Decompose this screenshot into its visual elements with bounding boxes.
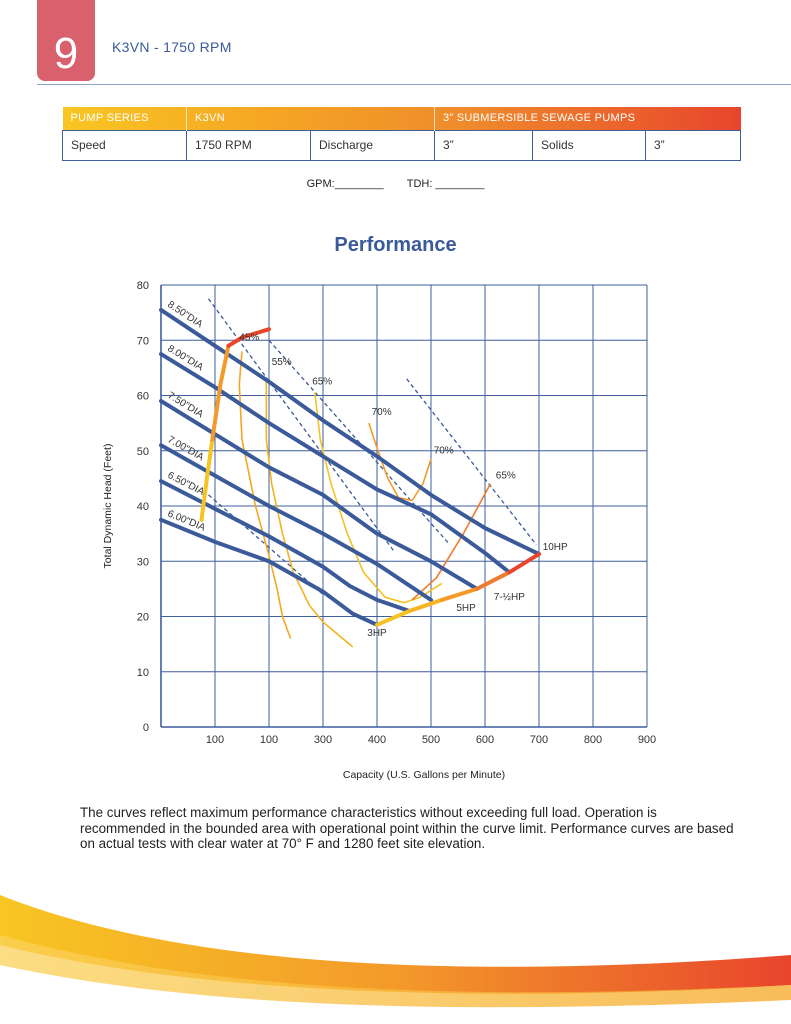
- efficiency-label: 70%: [372, 407, 392, 418]
- pump-series-label: PUMP SERIES: [70, 112, 149, 125]
- page-number: 9: [53, 29, 79, 78]
- x-tick-label: 900: [638, 734, 656, 746]
- x-tick-label: 700: [530, 734, 548, 746]
- hp-line-segment: [375, 608, 412, 627]
- hp-label: 10HP: [543, 542, 568, 553]
- efficiency-label: 65%: [496, 470, 516, 481]
- gpm-tdh-blanks: GPM:________ TDH: ________: [0, 178, 791, 190]
- y-tick-label: 70: [137, 335, 149, 347]
- hp-label: 5HP: [456, 603, 476, 614]
- x-tick-label: 100: [206, 734, 224, 746]
- x-tick-label: 100: [260, 734, 278, 746]
- bep-dashed-line: [207, 298, 394, 551]
- impeller-curve: [159, 517, 379, 627]
- y-tick-label: 40: [137, 501, 149, 513]
- decorative-swoosh: [0, 895, 791, 1008]
- discharge-value: 3”: [434, 129, 533, 161]
- document-title: K3VN - 1750 RPM: [112, 39, 232, 55]
- speed-label: Speed: [62, 129, 187, 161]
- x-tick-label: 600: [476, 734, 494, 746]
- impeller-curve: [159, 352, 512, 575]
- y-tick-label: 10: [137, 667, 149, 679]
- hp-limit-segment: [199, 476, 209, 522]
- efficiency-label: 45%: [239, 332, 259, 343]
- discharge-label: Discharge: [310, 129, 435, 161]
- y-tick-label: 30: [137, 556, 149, 568]
- spec-header-row: PUMP SERIES K3VN 3” SUBMERSIBLE SEWAGE P…: [62, 107, 741, 130]
- tdh-blank: TDH: ________: [406, 178, 485, 190]
- efficiency-label: 70%: [434, 446, 454, 457]
- swoosh-band-light: [0, 935, 791, 1008]
- bep-dashed-line: [208, 494, 324, 595]
- y-tick-label: 80: [137, 280, 149, 292]
- swoosh-band-main: [0, 895, 791, 994]
- hp-limit-segment: [210, 382, 223, 442]
- spec-table: PUMP SERIES K3VN 3” SUBMERSIBLE SEWAGE P…: [62, 107, 742, 161]
- solids-label: Solids: [532, 129, 646, 161]
- hp-limit-segment: [218, 343, 231, 387]
- efficiency-curve: [411, 483, 492, 601]
- y-tick-label: 50: [137, 446, 149, 458]
- pump-description: 3” SUBMERSIBLE SEWAGE PUMPS: [433, 107, 741, 130]
- spec-data-row: Speed 1750 RPM Discharge 3” Solids 3”: [62, 129, 742, 161]
- pump-series-value: K3VN: [186, 107, 435, 130]
- page-number-badge: 9: [37, 0, 95, 81]
- x-axis-title: Capacity (U.S. Gallons per Minute): [343, 769, 505, 781]
- efficiency-curve: [265, 381, 354, 648]
- hp-line-segment: [439, 586, 479, 602]
- hp-limit-segment: [226, 335, 244, 348]
- performance-caption: The curves reflect maximum performance c…: [80, 805, 734, 851]
- efficiency-curve: [314, 392, 443, 604]
- hp-limit-segment: [240, 327, 271, 340]
- efficiency-label: 65%: [312, 376, 332, 387]
- header-divider: [37, 84, 791, 85]
- efficiency-label: 55%: [272, 357, 292, 368]
- y-axis-title: Total Dynamic Head (Feet): [102, 444, 114, 569]
- hp-line-segment: [474, 570, 512, 591]
- chart-title: Performance: [334, 234, 457, 256]
- hp-label: 7-½HP: [494, 592, 525, 603]
- impeller-curve: [159, 479, 412, 613]
- performance-chart: 100 100 300 400 500 600 700 800 900 0 10 20 30 40 50 60…: [102, 280, 656, 781]
- hp-limit-segment: [204, 437, 215, 481]
- impeller-curve: [159, 307, 541, 557]
- hp-label: 3HP: [367, 628, 387, 639]
- x-tick-label: 300: [314, 734, 332, 746]
- hp-line-segment: [507, 552, 541, 575]
- y-tick-label: 60: [137, 391, 149, 403]
- gpm-blank: GPM:________: [306, 178, 384, 190]
- speed-value: 1750 RPM: [186, 129, 311, 161]
- hp-line-segment: [407, 597, 444, 613]
- bep-dashed-line: [406, 378, 537, 546]
- x-tick-label: 500: [422, 734, 440, 746]
- solids-value: 3”: [644, 129, 742, 161]
- y-tick-label: 0: [143, 722, 149, 734]
- x-tick-label: 800: [584, 734, 602, 746]
- y-tick-label: 20: [137, 612, 149, 624]
- x-tick-label: 400: [368, 734, 386, 746]
